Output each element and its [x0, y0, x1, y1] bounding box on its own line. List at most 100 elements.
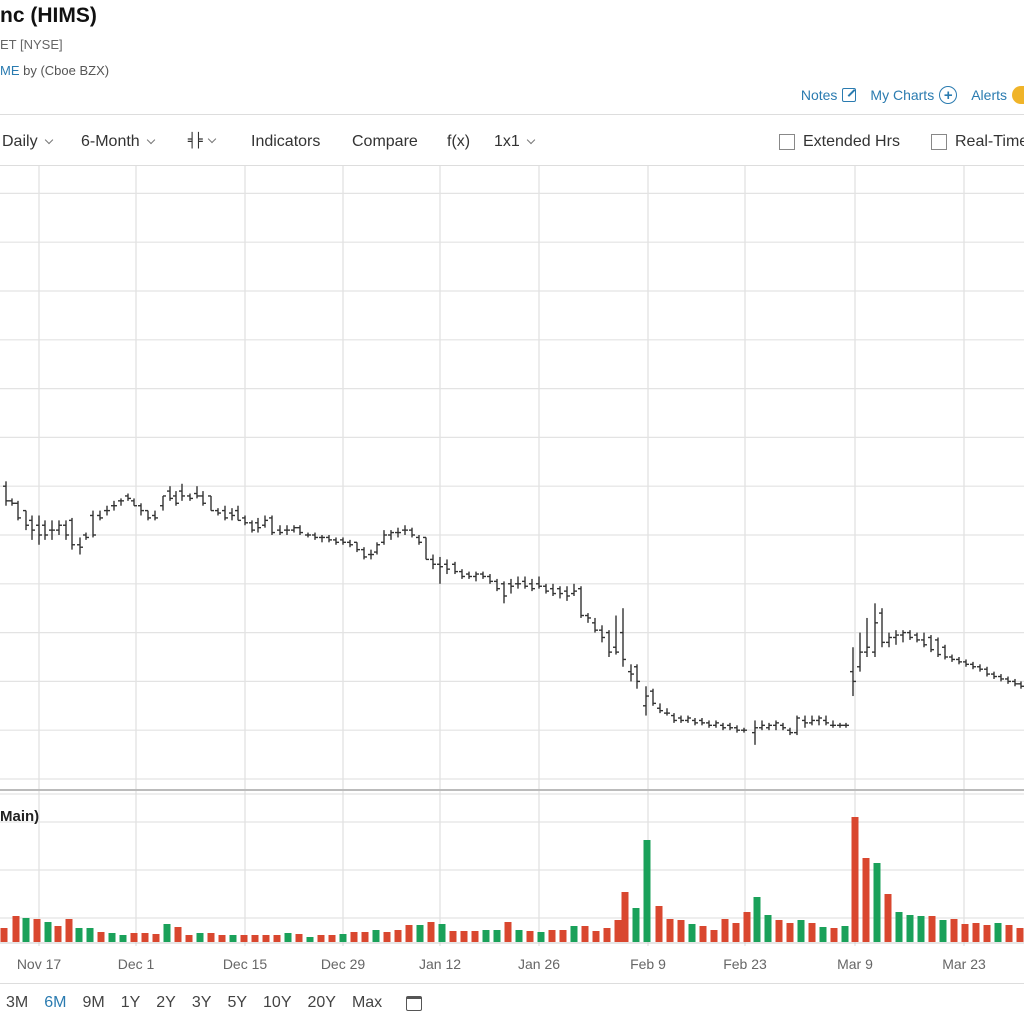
function-label: f(x): [447, 133, 471, 150]
volume-bar-down: [273, 935, 281, 942]
volume-bar-down: [862, 858, 870, 942]
page-title: nc (HIMS): [0, 4, 97, 27]
volume-bar-down: [449, 931, 457, 942]
price-volume-chart[interactable]: [0, 166, 1024, 956]
x-axis-label: Dec 15: [222, 956, 268, 972]
function-button[interactable]: f(x): [447, 133, 470, 151]
range-button-1y[interactable]: 1Y: [120, 994, 141, 1011]
compare-button[interactable]: Compare: [352, 133, 418, 151]
volume-bar-down: [427, 922, 435, 942]
volume-bar-down: [383, 932, 391, 942]
volume-bar-up: [44, 922, 52, 942]
range-button-10y[interactable]: 10Y: [263, 994, 292, 1011]
ohlc-bar: [9, 498, 15, 506]
volume-bar-down: [350, 932, 358, 942]
volume-bar-down: [655, 906, 663, 942]
indicators-label: Indicators: [251, 133, 321, 150]
range-button-6m[interactable]: 6M: [44, 994, 67, 1011]
ohlc-bar: [402, 525, 408, 535]
volume-bar-down: [504, 922, 512, 942]
range-button-2y[interactable]: 2Y: [156, 994, 176, 1011]
ohlc-bar: [692, 718, 698, 726]
interval-dropdown[interactable]: Daily: [2, 133, 53, 151]
range-button-max[interactable]: Max: [351, 994, 383, 1011]
range-button-3y[interactable]: 3Y: [191, 994, 212, 1011]
my-charts-label: My Charts: [870, 87, 935, 103]
ohlc-bar: [550, 583, 556, 596]
volume-bar-down: [152, 934, 160, 942]
ohlc-bar: [991, 671, 997, 679]
volume-bar-up: [438, 924, 446, 942]
ohlc-bar: [229, 508, 235, 521]
chevron-down-icon: [44, 135, 53, 145]
range-button-20y[interactable]: 20Y: [307, 994, 336, 1011]
realtime-toggle[interactable]: Real-Time: [931, 133, 1024, 151]
ohlc-bar: [1018, 681, 1024, 689]
indicators-button[interactable]: Indicators: [251, 133, 320, 151]
ohlc-bar: [312, 532, 318, 540]
volume-bar-down: [851, 817, 859, 942]
alert-bell-icon: [1012, 86, 1024, 104]
data-source: ME by (Cboe BZX): [0, 63, 109, 78]
chart-type-dropdown[interactable]: ╡╞: [188, 133, 217, 149]
extended-hrs-toggle[interactable]: Extended Hrs: [779, 133, 900, 151]
ohlc-bar: [277, 525, 283, 535]
volume-bar-down: [218, 935, 226, 942]
ohlc-bar: [347, 539, 353, 548]
calendar-icon[interactable]: [406, 996, 423, 1011]
realtime-link[interactable]: ME: [0, 63, 20, 78]
x-axis-label: Feb 23: [723, 956, 767, 972]
realtime-checkbox[interactable]: [931, 134, 947, 150]
ohlc-bar: [879, 608, 885, 648]
range-button-9m[interactable]: 9M: [82, 994, 105, 1011]
ohlc-bar: [3, 481, 9, 506]
ohlc-bar: [235, 505, 241, 522]
ohlc-bar: [56, 520, 62, 535]
my-charts-link[interactable]: My Charts +: [870, 86, 958, 104]
period-dropdown[interactable]: 6-Month: [81, 133, 155, 151]
volume-bar-down: [361, 932, 369, 942]
ohlc-bar: [984, 666, 990, 677]
notes-link[interactable]: Notes: [801, 87, 857, 103]
volume-bar-down: [743, 912, 751, 942]
ohlc-bar: [921, 632, 927, 648]
chevron-down-icon: [146, 135, 155, 145]
ohlc-bar: [305, 532, 311, 538]
ohlc-bar: [794, 715, 800, 736]
ohlc-bar: [963, 659, 969, 667]
ohlc-bar: [104, 505, 110, 516]
ohlc-bar: [388, 530, 394, 540]
ohlc-bar: [606, 630, 612, 657]
ohlc-bar: [578, 586, 584, 618]
toolbar-divider: [0, 165, 1024, 166]
range-button-5y[interactable]: 5Y: [227, 994, 248, 1011]
extended-hrs-checkbox[interactable]: [779, 134, 795, 150]
ohlc-bar: [361, 547, 367, 560]
ohlc-bar: [29, 515, 35, 540]
volume-bar-up: [643, 840, 651, 942]
ohlc-bar: [599, 625, 605, 643]
volume-bar-down: [12, 916, 20, 942]
layout-dropdown[interactable]: 1x1: [494, 133, 536, 151]
ohlc-bar: [118, 498, 124, 506]
x-axis-label: Dec 1: [117, 956, 155, 972]
range-button-3m[interactable]: 3M: [6, 994, 29, 1011]
ohlc-bar: [297, 525, 303, 535]
volume-bar-down: [614, 920, 622, 942]
volume-bar-down: [54, 926, 62, 942]
ohlc-bar: [409, 527, 415, 538]
volume-bar-up: [339, 934, 347, 942]
volume-bar-down: [251, 935, 259, 942]
volume-bar-down: [721, 919, 729, 942]
ohlc-bar: [650, 688, 656, 706]
ohlc-bar: [699, 718, 705, 726]
plus-circle-icon: +: [939, 86, 958, 104]
ohlc-bar: [706, 720, 712, 728]
alerts-link[interactable]: Alerts: [971, 86, 1024, 104]
ohlc-bar: [529, 578, 535, 592]
exchange-info: ET [NYSE]: [0, 37, 63, 52]
layout-label: 1x1: [494, 133, 520, 150]
ohlc-bar: [152, 510, 158, 521]
ohlc-bar: [592, 617, 598, 633]
ohlc-bar: [536, 576, 542, 589]
